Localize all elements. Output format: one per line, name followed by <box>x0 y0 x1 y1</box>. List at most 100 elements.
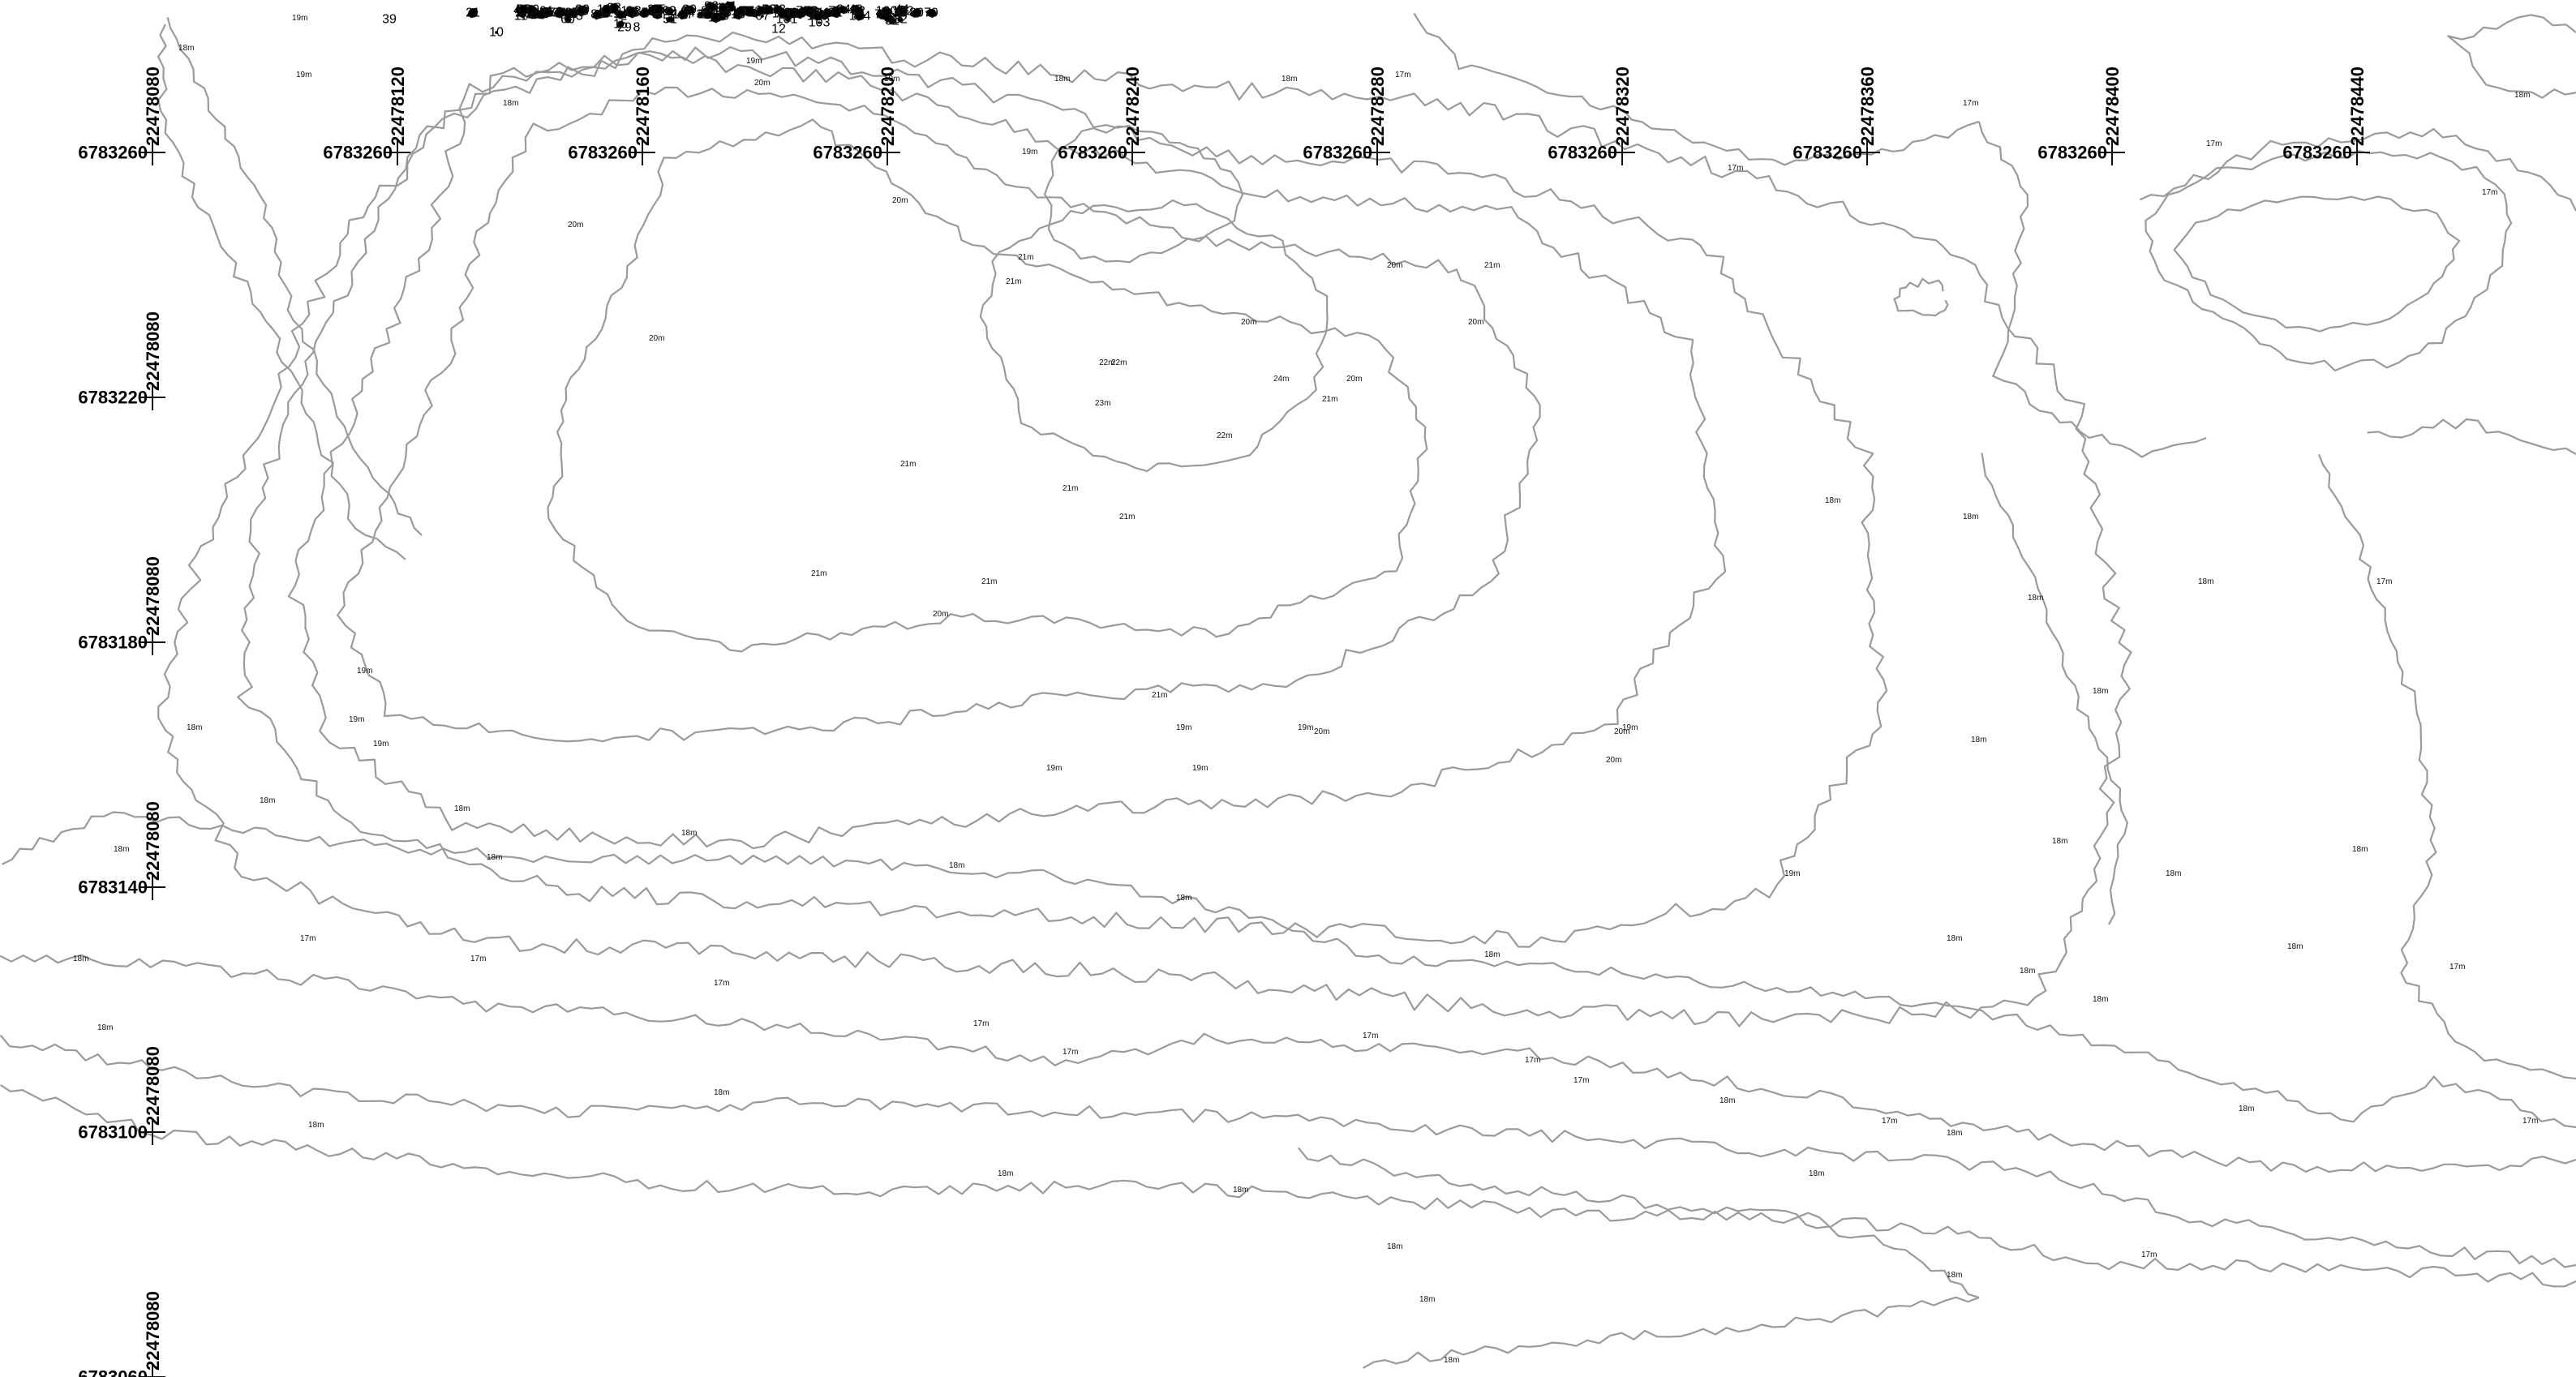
feature-100[interactable]: 100 <box>876 5 898 19</box>
feature-number-label: 15 <box>613 18 628 32</box>
feature-102[interactable]: 102 <box>892 5 914 19</box>
contour-elevation-label: 18m <box>2352 845 2368 854</box>
feature-outline <box>676 10 689 20</box>
northing-label: 6783260 <box>1303 143 1372 163</box>
contour-elevation-label: 19m <box>357 667 372 676</box>
feature-84[interactable]: 84 <box>836 3 851 17</box>
feature-63[interactable]: 63 <box>662 5 676 19</box>
contour-elevation-label: 18m <box>2166 869 2181 878</box>
contour-elevation-label: 18m <box>1971 736 1986 744</box>
contour-line <box>287 50 1727 850</box>
feature-outline <box>685 11 690 15</box>
feature-number-label: 100 <box>876 5 898 19</box>
feature-29[interactable]: 29 <box>617 21 632 35</box>
feature-outline <box>601 5 612 15</box>
contour-elevation-label: 19m <box>1298 723 1313 732</box>
feature-outline <box>719 2 728 14</box>
feature-outline <box>702 10 715 19</box>
contour-elevation-label: 20m <box>933 610 948 619</box>
feature-number-label: 67 <box>755 10 770 24</box>
feature-outline <box>897 16 904 23</box>
feature-55[interactable]: 55 <box>516 3 530 17</box>
feature-outline <box>665 15 675 23</box>
feature-outline <box>495 30 498 34</box>
feature-number-label: 113 <box>620 5 642 19</box>
feature-80[interactable]: 80 <box>909 6 924 20</box>
feature-39[interactable]: 39 <box>382 13 397 27</box>
feature-98[interactable]: 98 <box>574 5 589 19</box>
feature-95[interactable]: 95 <box>651 3 666 17</box>
contour-line <box>0 1084 2576 1288</box>
feature-105[interactable]: 105 <box>772 7 794 21</box>
contour-elevation-label: 17m <box>1728 164 1743 173</box>
contour-elevation-label: 17m <box>1574 1076 1589 1085</box>
feature-10[interactable]: 10 <box>489 26 504 40</box>
easting-label: 22478080 <box>143 1291 163 1371</box>
feature-24[interactable]: 24 <box>552 6 567 20</box>
feature-number-label: 3 <box>697 8 704 22</box>
contour-line <box>1298 1147 1980 1299</box>
feature-outline <box>734 6 747 16</box>
feature-21[interactable]: 21 <box>466 6 480 20</box>
feature-94[interactable]: 94 <box>613 8 628 22</box>
contour-elevation-label: 19m <box>884 75 899 84</box>
feature-outline <box>564 16 572 24</box>
feature-51[interactable]: 51 <box>663 13 677 27</box>
archaeological-features: 1234568910111213141516171819202122232425… <box>382 0 938 40</box>
contour-elevation-label: 18m <box>178 44 194 53</box>
feature-90[interactable]: 90 <box>525 3 539 17</box>
feature-89[interactable]: 89 <box>590 8 605 22</box>
feature-number-label: 12 <box>771 23 786 36</box>
feature-110[interactable]: 110 <box>817 6 838 20</box>
contour-elevation-label: 19m <box>1192 764 1208 773</box>
feature-87[interactable]: 87 <box>565 6 579 20</box>
feature-8[interactable]: 8 <box>633 21 641 35</box>
feature-number-label: 50 <box>762 3 776 17</box>
easting-label: 22478400 <box>2102 66 2123 146</box>
feature-12[interactable]: 12 <box>771 23 786 36</box>
contour-elevation-label: 18m <box>1947 934 1962 943</box>
feature-113[interactable]: 113 <box>713 2 734 15</box>
contour-elevation-label: 18m <box>2287 942 2303 951</box>
feature-106[interactable]: 106 <box>783 7 805 21</box>
feature-113[interactable]: 113 <box>620 5 642 19</box>
contour-elevation-label: 21m <box>900 460 916 469</box>
feature-79[interactable]: 79 <box>924 6 938 20</box>
feature-number-label: 112 <box>698 8 719 22</box>
feature-number-label: 102 <box>892 5 914 19</box>
feature-number-label: 39 <box>382 13 397 27</box>
feature-104[interactable]: 104 <box>849 10 871 24</box>
feature-111[interactable]: 111 <box>731 5 750 19</box>
feature-number-label: 51 <box>663 13 677 27</box>
feature-84[interactable]: 84 <box>680 6 695 20</box>
feature-107[interactable]: 107 <box>672 8 694 22</box>
contour-elevation-label: 18m <box>998 1169 1013 1178</box>
feature-112[interactable]: 112 <box>698 8 719 22</box>
easting-label: 22478280 <box>1367 66 1388 146</box>
coordinate-grid: 2247808067832602247812067832602247816067… <box>78 66 2370 1377</box>
feature-number-label: 84 <box>680 6 695 20</box>
feature-50[interactable]: 50 <box>762 3 776 17</box>
easting-label: 22478120 <box>388 66 408 146</box>
contour-elevation-label: 17m <box>300 934 316 943</box>
feature-96[interactable]: 96 <box>704 0 719 14</box>
feature-5[interactable]: 5 <box>639 6 650 20</box>
northing-label: 6783140 <box>78 877 148 898</box>
feature-111[interactable]: 111 <box>597 3 616 17</box>
feature-15[interactable]: 15 <box>613 18 628 32</box>
contour-elevation-label: 18m <box>1054 75 1070 84</box>
easting-label: 22478200 <box>878 66 898 146</box>
feature-67[interactable]: 67 <box>755 10 770 24</box>
feature-outline <box>817 21 821 24</box>
contour-elevation-label: 18m <box>2093 995 2108 1004</box>
feature-97[interactable]: 97 <box>541 6 556 20</box>
feature-outline <box>897 6 908 17</box>
feature-number-label: 79 <box>924 6 938 20</box>
contour-elevation-label: 18m <box>97 1023 113 1032</box>
